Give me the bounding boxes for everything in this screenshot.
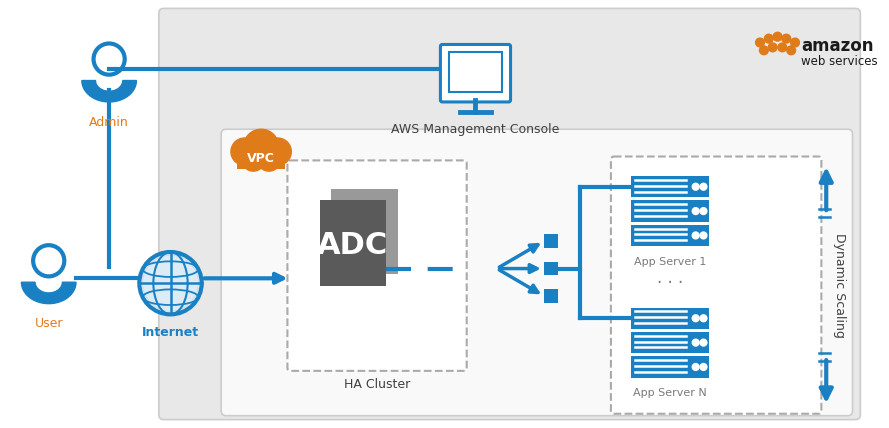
Text: Internet: Internet [142,326,199,339]
Text: amazon: amazon [801,37,873,55]
Circle shape [257,148,281,171]
FancyBboxPatch shape [631,332,709,354]
FancyBboxPatch shape [631,225,709,246]
Circle shape [700,339,707,346]
FancyBboxPatch shape [221,129,853,416]
Text: ADC: ADC [317,231,388,260]
Circle shape [244,129,278,164]
Text: HA Cluster: HA Cluster [344,377,410,391]
Polygon shape [21,282,76,303]
FancyBboxPatch shape [159,9,861,419]
Circle shape [693,183,699,190]
FancyBboxPatch shape [631,176,709,197]
Circle shape [778,43,787,52]
Circle shape [782,34,790,43]
Circle shape [242,148,265,171]
Text: App Server N: App Server N [634,388,708,398]
Text: User: User [35,317,63,330]
Circle shape [693,363,699,370]
Circle shape [765,34,773,43]
FancyBboxPatch shape [319,200,386,286]
Text: Dynamic Scaling: Dynamic Scaling [833,233,846,338]
FancyBboxPatch shape [631,356,709,377]
FancyBboxPatch shape [631,308,709,329]
FancyBboxPatch shape [332,189,397,274]
FancyBboxPatch shape [287,160,467,371]
Text: web services: web services [801,54,877,68]
Circle shape [787,46,796,55]
Circle shape [693,315,699,322]
FancyBboxPatch shape [544,289,558,303]
Polygon shape [82,80,136,102]
FancyBboxPatch shape [236,150,285,169]
Text: AWS Management Console: AWS Management Console [391,123,560,137]
Circle shape [759,46,768,55]
Circle shape [700,315,707,322]
FancyBboxPatch shape [611,157,821,414]
FancyBboxPatch shape [631,200,709,222]
Circle shape [693,232,699,239]
Text: · · ·: · · · [657,274,684,292]
FancyBboxPatch shape [440,45,510,102]
Circle shape [768,43,777,52]
Circle shape [264,138,292,165]
Circle shape [773,32,782,41]
Circle shape [756,38,765,47]
Circle shape [142,255,199,312]
Circle shape [700,208,707,214]
FancyBboxPatch shape [449,52,501,92]
Text: Admin: Admin [89,116,129,128]
Circle shape [700,363,707,370]
Circle shape [693,208,699,214]
Text: VPC: VPC [247,152,275,165]
FancyBboxPatch shape [544,262,558,275]
Circle shape [700,232,707,239]
Circle shape [231,138,258,165]
Text: App Server 1: App Server 1 [634,257,707,267]
Circle shape [693,339,699,346]
Circle shape [140,252,202,314]
Circle shape [790,38,799,47]
Circle shape [700,183,707,190]
FancyBboxPatch shape [544,235,558,248]
